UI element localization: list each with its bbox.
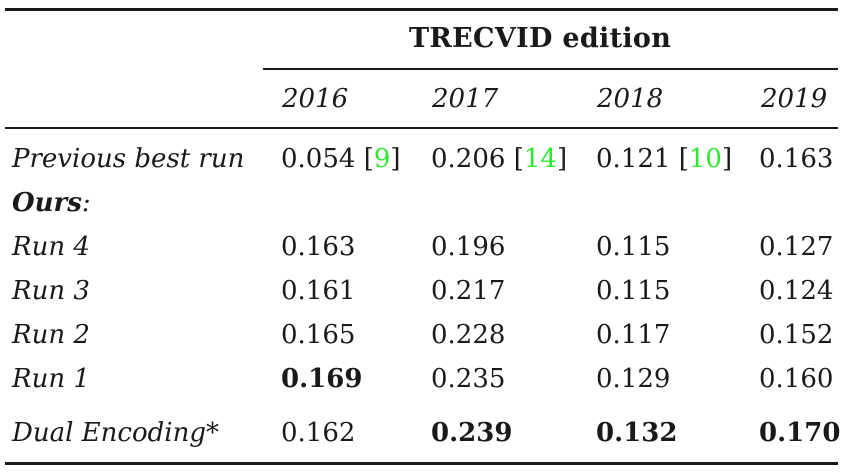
table-cell: 0.228 (431, 320, 506, 350)
table-cell: 0.163 (281, 232, 356, 262)
table-cell: 0.217 (431, 276, 506, 306)
citation-bracket: ] (390, 144, 401, 174)
table-cell-best: 0.169 (281, 364, 363, 394)
citation-link[interactable]: 14 (523, 144, 557, 174)
year-header-2017: 2017 (432, 84, 499, 114)
table-cell: 0.152 (759, 320, 834, 350)
row-label: Run 4 (12, 232, 90, 262)
ours-heading: Ours: (12, 188, 91, 218)
ours-heading-colon: : (81, 188, 91, 218)
table-cell: 0.127 (759, 232, 834, 262)
citation-bracket: ] (556, 144, 568, 174)
table-cell: 0.129 (596, 364, 671, 394)
year-header-2019: 2019 (761, 84, 828, 114)
cell-value: 0.206 (431, 144, 506, 174)
table-cell: 0.163 (759, 144, 834, 174)
row-label: Run 2 (12, 320, 90, 350)
table-cell-best: 0.132 (596, 418, 678, 448)
row-label: Dual Encoding* (12, 418, 219, 448)
table-cell: 0.161 (281, 276, 356, 306)
table-cell: 0.160 (759, 364, 834, 394)
table-cell: 0.117 (596, 320, 671, 350)
citation-link[interactable]: 9 (373, 144, 391, 174)
table-cell: 0.115 (596, 276, 671, 306)
row-label: Run 1 (12, 364, 90, 394)
year-header-2018: 2018 (597, 84, 664, 114)
table-cell-best: 0.170 (759, 418, 841, 448)
group-rule (263, 68, 838, 70)
bottom-rule (5, 462, 838, 465)
header-rule (5, 127, 838, 129)
cell-value: 0.121 (596, 144, 671, 174)
table-cell: 0.196 (431, 232, 506, 262)
row-label: Previous best run (12, 144, 245, 174)
citation-bracket: ] (721, 144, 733, 174)
citation-bracket: [ (678, 144, 689, 174)
table-cell-best: 0.239 (431, 418, 513, 448)
citation-link[interactable]: 10 (688, 144, 722, 174)
cell-value: 0.054 (281, 144, 356, 174)
table-group-title: TRECVID edition (409, 23, 672, 54)
table-cell: 0.115 (596, 232, 671, 262)
citation-bracket: [ (513, 144, 524, 174)
table-cell: 0.162 (281, 418, 356, 448)
table-cell: 0.124 (759, 276, 834, 306)
table-cell: 0.054 [9] (281, 144, 401, 174)
citation-bracket: [ (363, 144, 374, 174)
table-cell: 0.165 (281, 320, 356, 350)
row-label: Run 3 (12, 276, 90, 306)
top-rule (5, 8, 838, 11)
table-cell: 0.206 [14] (431, 144, 567, 174)
year-header-2016: 2016 (282, 84, 349, 114)
table-cell: 0.121 [10] (596, 144, 732, 174)
table-cell: 0.235 (431, 364, 506, 394)
ours-heading-text: Ours (12, 188, 82, 218)
